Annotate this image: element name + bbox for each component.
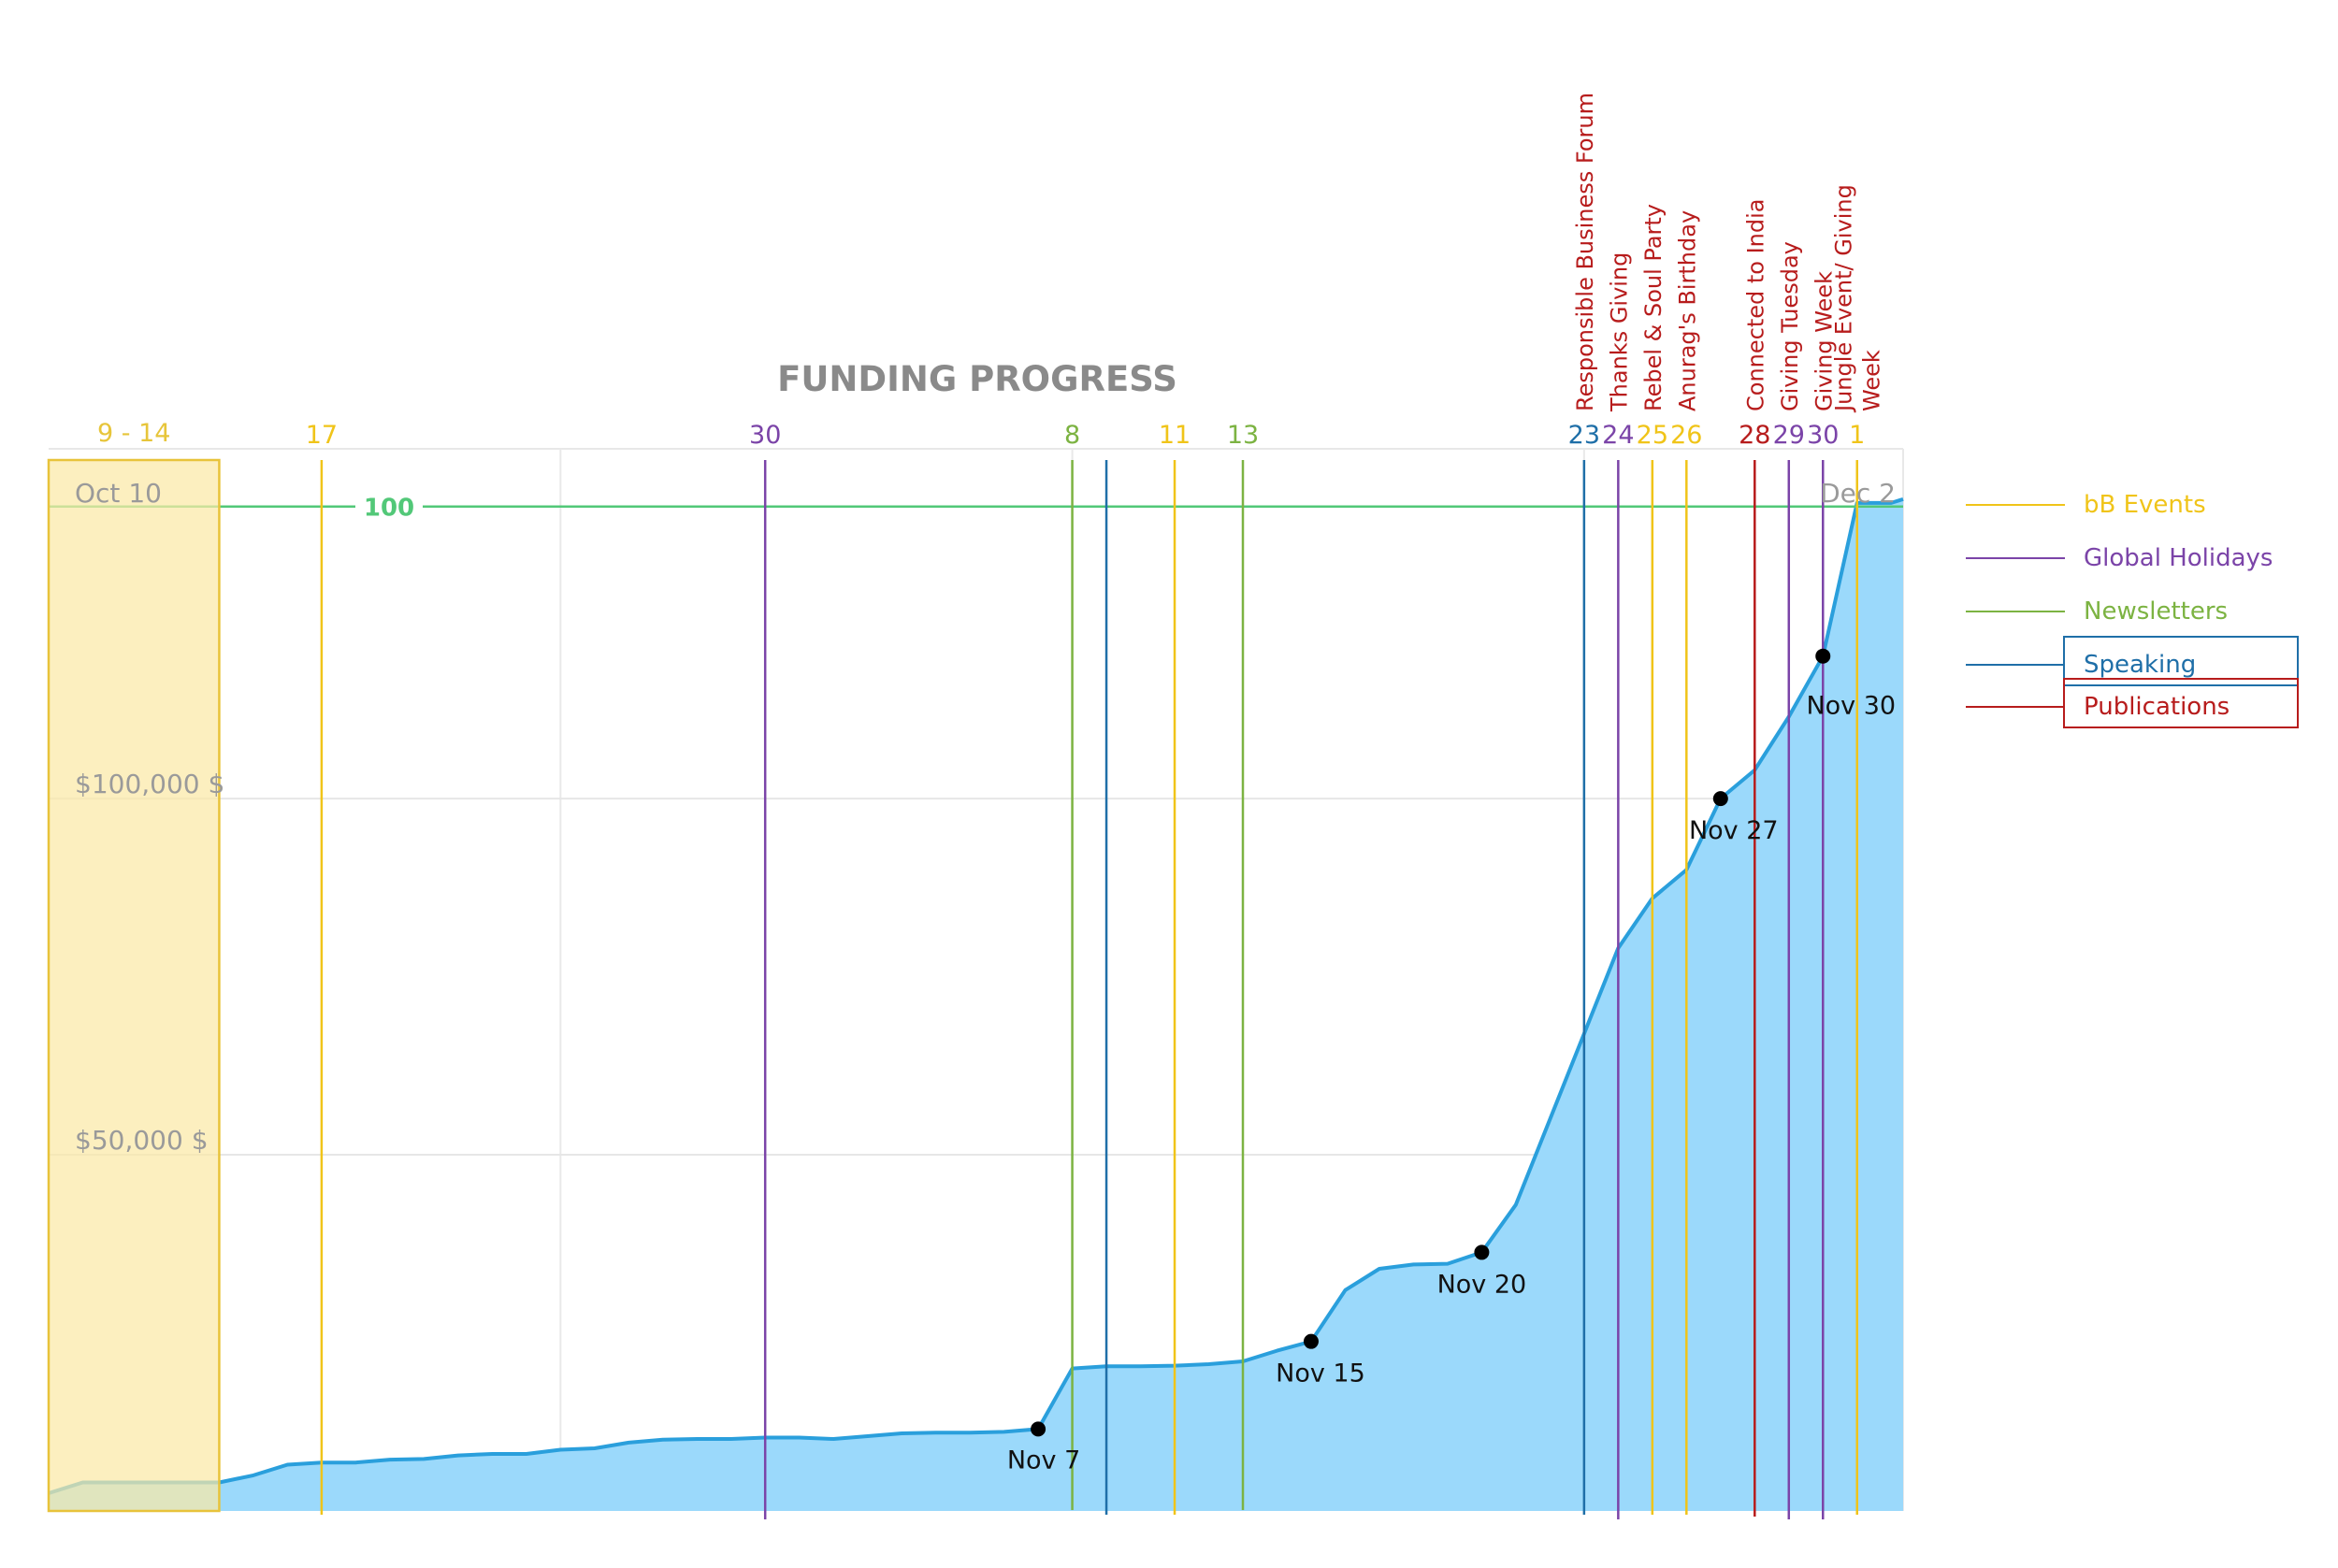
legend-label: Speaking	[2084, 651, 2196, 679]
highlight-period-label: 9 - 14	[97, 419, 170, 448]
milestone-label: Nov 7	[1007, 1446, 1080, 1474]
milestone-label: Nov 30	[1806, 692, 1896, 721]
milestone-label: Nov 27	[1689, 816, 1779, 845]
event-day-label: 25	[1637, 421, 1668, 450]
milestone-dot	[1303, 1333, 1319, 1349]
legend-label: bB Events	[2084, 491, 2206, 519]
goal-line-label: 100	[364, 495, 414, 523]
milestone-label: Nov 20	[1437, 1270, 1527, 1299]
y-tick-label: $50,000 $	[75, 1125, 209, 1156]
y-tick-label: $100,000 $	[75, 769, 224, 799]
event-lines	[320, 460, 1858, 1519]
highlight-period-box	[47, 458, 221, 1513]
event-day-label: 11	[1159, 421, 1191, 450]
event-name-label: Thanks Giving	[1606, 252, 1632, 412]
legend: bB Events Global Holidays Newsletters Speak…	[1966, 491, 2299, 728]
funding-area-fill	[49, 498, 1903, 1511]
event-day-label: 26	[1670, 421, 1702, 450]
legend-box	[2063, 678, 2299, 728]
legend-label: Global Holidays	[2084, 544, 2273, 572]
legend-label: Newsletters	[2084, 597, 2228, 626]
event-name-label: Anurag's Birthday	[1674, 210, 1700, 411]
event-day-label: 17	[306, 421, 338, 450]
range-start-label: Oct 10	[75, 478, 162, 509]
event-name-label: Giving Tuesday	[1777, 241, 1803, 411]
event-name-label: Responsible Business Forum	[1572, 93, 1598, 411]
event-day-label: 29	[1773, 421, 1805, 450]
event-day-label: 30	[1807, 421, 1839, 450]
milestone-dot	[1815, 648, 1831, 664]
milestone-dot	[1474, 1244, 1490, 1260]
event-name-label: Connected to India	[1742, 199, 1768, 411]
milestones: Nov 7 Nov 15 Nov 20 Nov 27 Nov 30	[1007, 648, 1896, 1474]
event-day-label: 13	[1227, 421, 1259, 450]
legend-box	[2063, 636, 2299, 686]
axis-labels: 100 17 30 8 11 13 23 Responsible Business Forum…	[75, 93, 1896, 1156]
event-day-label: 30	[749, 421, 781, 450]
event-name-label: Giving Week	[1811, 271, 1837, 411]
event-name-label: Rebel & Soul Party	[1640, 204, 1667, 411]
event-day-label: 28	[1739, 421, 1770, 450]
event-name-label: Jungle Event/ Giving	[1831, 184, 1857, 413]
funding-line	[48, 496, 1904, 1495]
event-name-label: Week	[1859, 350, 1885, 411]
range-end-label: Dec 2	[1820, 478, 1896, 509]
event-day-label: 1	[1849, 421, 1865, 450]
event-day-label: 24	[1602, 421, 1634, 450]
milestone-dot	[1712, 791, 1728, 807]
chart-title: FUNDING PROGRESS	[777, 359, 1177, 399]
highlight-period	[47, 458, 221, 1513]
legend-label: Publications	[2084, 693, 2230, 721]
event-day-label: 23	[1568, 421, 1600, 450]
milestone-label: Nov 15	[1276, 1359, 1365, 1388]
event-day-label: 8	[1064, 421, 1080, 450]
milestone-dot	[1031, 1421, 1046, 1437]
